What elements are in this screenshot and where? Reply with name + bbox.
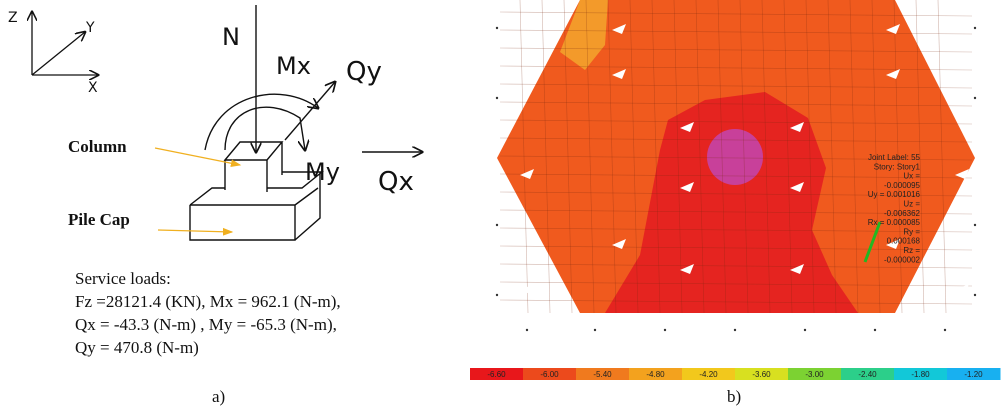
load-qx: Qx — [378, 167, 414, 197]
grid-dot — [974, 224, 976, 226]
load-n: N — [222, 23, 240, 51]
service-load-line: Fz =28121.4 (KN), Mx = 962.1 (N-m), — [75, 292, 341, 311]
joint-info: Uz = — [903, 200, 920, 209]
colorbar-label: -4.20 — [699, 370, 718, 379]
grid-dot — [974, 97, 976, 99]
pile-cap-label: Pile Cap — [68, 210, 130, 229]
joint-info: Ry = — [903, 227, 920, 236]
grid-dot — [974, 27, 976, 29]
joint-info: Joint Label: 55 — [868, 153, 921, 162]
colorbar-label: -5.40 — [593, 370, 612, 379]
load-qy: Qy — [346, 57, 382, 87]
colorbar-label: -6.00 — [540, 370, 559, 379]
grid-dot — [496, 27, 498, 29]
joint-info: 0.000168 — [887, 237, 921, 246]
grid-dot — [594, 329, 596, 331]
caption-a: a) — [212, 387, 225, 406]
joint-info: Ux = — [903, 172, 920, 181]
grid-dot — [496, 294, 498, 296]
grid-dot — [734, 329, 736, 331]
colorbar-label: -4.80 — [646, 370, 665, 379]
colorbar-label: -1.20 — [964, 370, 983, 379]
colorbar-label: -1.80 — [911, 370, 930, 379]
service-load-line: Qy = 470.8 (N-m) — [75, 338, 199, 357]
grid-dot — [664, 329, 666, 331]
grid-dot — [496, 97, 498, 99]
figure: Z Y X N Mx Qy My Qx Column Pile Cap Serv… — [0, 0, 1002, 409]
grid-dot — [526, 329, 528, 331]
axis-z: Z — [8, 10, 18, 26]
load-mx: Mx — [276, 52, 311, 80]
joint-info: Rx = 0.000085 — [868, 218, 921, 227]
service-load-line: Qx = -43.3 (N-m) , My = -65.3 (N-m), — [75, 315, 337, 334]
load-my: My — [305, 158, 340, 186]
support-marker — [955, 284, 969, 294]
grid-dot — [804, 329, 806, 331]
pointer — [158, 230, 232, 232]
column-label: Column — [68, 137, 127, 156]
colorbar-label: -6.60 — [487, 370, 506, 379]
grid-dot — [496, 224, 498, 226]
joint-info: Uy = 0.001016 — [868, 190, 921, 199]
grid-dot — [944, 329, 946, 331]
service-loads-title: Service loads: — [75, 269, 171, 288]
grid-dot — [974, 294, 976, 296]
grid-dot — [874, 329, 876, 331]
joint-info: -0.006362 — [884, 209, 921, 218]
joint-info: Rz = — [903, 246, 920, 255]
joint-info: -0.000002 — [884, 255, 921, 264]
joint-info: -0.000095 — [884, 181, 921, 190]
colorbar-label: -3.60 — [752, 370, 771, 379]
axis-y: Y — [85, 20, 95, 36]
colorbar-label: -2.40 — [858, 370, 877, 379]
colorbar-label: -3.00 — [805, 370, 824, 379]
axis-x: X — [88, 80, 98, 96]
joint-info: Story: Story1 — [874, 162, 921, 171]
caption-b: b) — [727, 387, 741, 406]
